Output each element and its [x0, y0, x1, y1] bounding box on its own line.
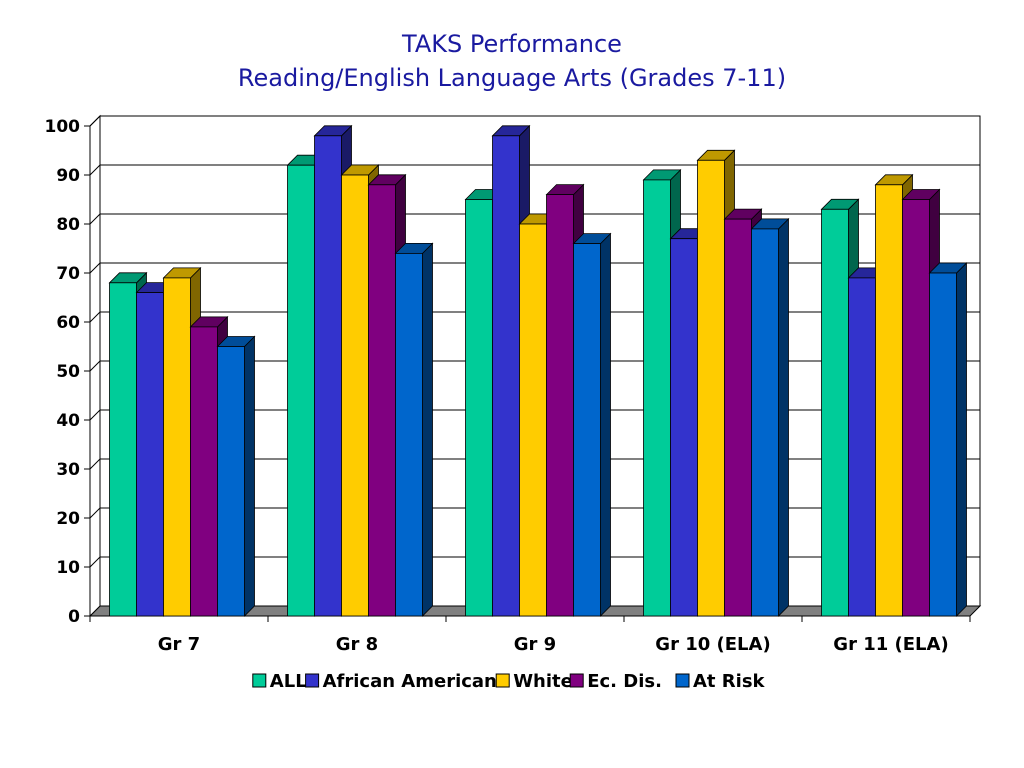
bar	[572, 232, 612, 617]
x-tick-label: Gr 10 (ELA)	[655, 634, 770, 655]
legend-item: Ec. Dis.	[569, 671, 662, 692]
bar-front	[902, 199, 930, 617]
legend-item: White	[495, 671, 573, 692]
bar-front	[643, 179, 671, 617]
bar-side	[600, 232, 611, 617]
y-tick-label: 20	[56, 509, 80, 529]
bar-front	[368, 184, 396, 617]
legend-item: African American	[305, 671, 497, 692]
gridline-side	[89, 458, 101, 470]
bar-front	[217, 346, 245, 617]
y-tick-label: 30	[56, 460, 80, 480]
gridline-side	[89, 164, 101, 176]
chart-subtitle: Reading/English Language Arts (Grades 7-…	[237, 64, 787, 92]
gridline-side	[89, 507, 101, 519]
chart-title: TAKS Performance	[402, 30, 622, 58]
bar-front	[287, 164, 315, 617]
bar-front	[109, 282, 137, 617]
bar	[723, 208, 763, 617]
bar	[216, 335, 256, 617]
legend-item: ALL	[252, 671, 307, 692]
bar-front	[395, 252, 423, 617]
legend-label: African American	[323, 671, 497, 692]
bar-front	[546, 194, 574, 617]
gridline-side	[89, 262, 101, 274]
legend: ALL African American White Ec. Dis. At Risk	[252, 671, 766, 692]
bar-front	[848, 277, 876, 617]
bar-front	[751, 228, 779, 617]
bar-front	[136, 292, 164, 617]
legend-label: At Risk	[693, 671, 766, 692]
bar-front	[573, 243, 601, 617]
y-tick-label: 60	[56, 313, 80, 333]
y-tick-label: 80	[56, 215, 80, 235]
bar-front	[670, 238, 698, 617]
gridline-side	[89, 409, 101, 421]
gridline-side	[89, 556, 101, 568]
bar-front	[821, 208, 849, 617]
bar-side	[778, 217, 789, 617]
legend-swatch	[305, 673, 320, 688]
bar	[750, 217, 790, 617]
bar-front	[341, 174, 369, 617]
x-tick-label: Gr 11 (ELA)	[833, 634, 948, 655]
bar-front	[929, 272, 957, 617]
gridline-side	[89, 213, 101, 225]
gridline-side	[89, 115, 101, 127]
y-tick-label: 10	[56, 558, 80, 578]
legend-swatch	[252, 673, 267, 688]
legend-label: Ec. Dis.	[587, 671, 662, 692]
y-tick-label: 0	[68, 607, 80, 627]
legend-swatch	[569, 673, 584, 688]
bar-front	[875, 184, 903, 617]
bar-side	[244, 335, 255, 617]
bar	[394, 242, 434, 617]
bar-side	[956, 262, 967, 617]
bar-front	[697, 159, 725, 617]
bar-front	[190, 326, 218, 617]
bar-side	[422, 242, 433, 617]
bar	[928, 262, 968, 617]
x-tick-label: Gr 9	[514, 634, 556, 655]
y-tick-label: 70	[56, 264, 80, 284]
legend-item: At Risk	[675, 671, 766, 692]
bar-front	[163, 277, 191, 617]
gridline-side	[89, 311, 101, 323]
bar-front	[519, 223, 547, 617]
x-tick-label: Gr 8	[336, 634, 378, 655]
y-tick-label: 100	[45, 117, 81, 137]
bar-front	[492, 135, 520, 617]
bar	[847, 266, 887, 617]
y-tick-label: 50	[56, 362, 80, 382]
bar-front	[314, 135, 342, 617]
y-tick-label: 40	[56, 411, 80, 431]
bar-front	[465, 199, 493, 617]
legend-swatch	[495, 673, 510, 688]
legend-swatch	[675, 673, 690, 688]
legend-label: ALL	[270, 671, 307, 692]
bar-front	[724, 218, 752, 617]
legend-label: White	[513, 671, 573, 692]
y-tick-label: 90	[56, 166, 80, 186]
x-tick-label: Gr 7	[158, 634, 200, 655]
gridline-side	[89, 360, 101, 372]
